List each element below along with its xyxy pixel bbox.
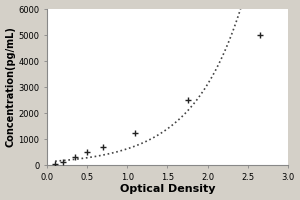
Y-axis label: Concentration(pg/mL): Concentration(pg/mL) <box>6 27 16 147</box>
X-axis label: Optical Density: Optical Density <box>120 184 215 194</box>
